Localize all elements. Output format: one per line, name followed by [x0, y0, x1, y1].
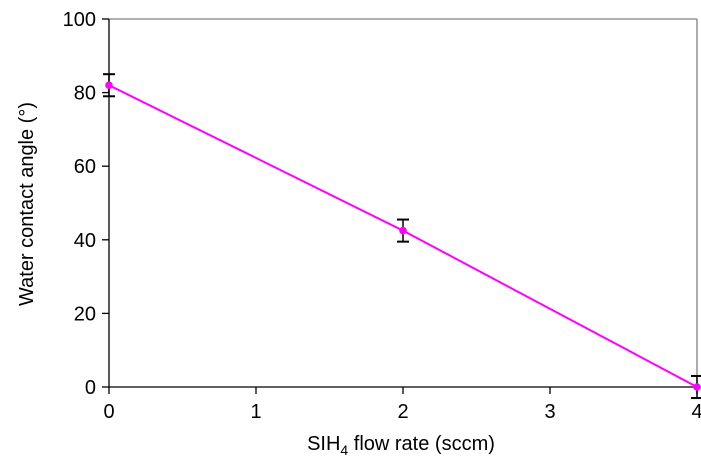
- x-tick-label: 4: [691, 401, 701, 423]
- x-tick-label: 2: [397, 401, 408, 423]
- x-tick-label: 1: [250, 401, 261, 423]
- y-tick-label: 40: [74, 230, 96, 252]
- y-tick-label: 20: [74, 303, 96, 325]
- y-tick-label: 100: [63, 9, 96, 31]
- x-tick-label: 3: [544, 401, 555, 423]
- x-tick-label: 0: [103, 401, 114, 423]
- x-axis-title-post: flow rate (sccm): [348, 433, 495, 455]
- y-axis: 0 20 40 60 80 100: [63, 9, 110, 399]
- y-tick-label: 0: [85, 377, 96, 399]
- x-axis-title: SIH4 flow rate (sccm): [307, 433, 495, 458]
- y-tick-label: 80: [74, 83, 96, 105]
- x-axis-title-sub: 4: [340, 442, 348, 458]
- data-point: [105, 81, 113, 90]
- y-axis-title: Water contact angle (°): [16, 102, 38, 306]
- data-point: [693, 383, 701, 391]
- y-tick-label: 60: [74, 156, 96, 178]
- x-axis-title-pre: SIH: [307, 433, 340, 455]
- plot-area-frame: [109, 18, 698, 387]
- data-point: [399, 226, 407, 235]
- series-group: [103, 73, 701, 400]
- x-axis: 0 1 2 3 4: [103, 386, 701, 423]
